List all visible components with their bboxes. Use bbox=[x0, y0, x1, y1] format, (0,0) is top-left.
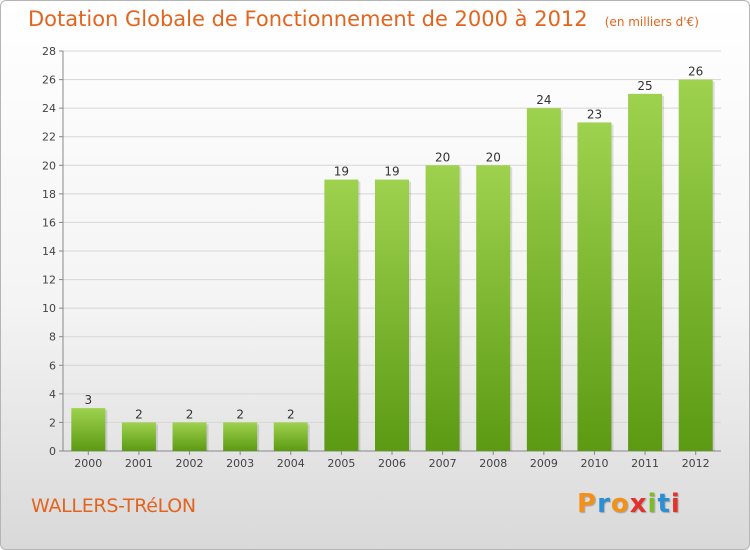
unit-note: (en milliers d'€) bbox=[604, 15, 699, 29]
y-tick-label: 2 bbox=[49, 416, 56, 429]
proxiti-logo[interactable]: Proxiti bbox=[577, 489, 681, 519]
bars bbox=[71, 79, 715, 452]
bar-2012 bbox=[678, 79, 713, 452]
logo-letter: P bbox=[577, 489, 598, 519]
data-label-2011: 25 bbox=[637, 79, 652, 93]
data-label-2001: 2 bbox=[135, 407, 143, 421]
x-tick-label-2005: 2005 bbox=[327, 457, 355, 470]
data-label-2007: 20 bbox=[435, 150, 450, 164]
y-tick-label: 26 bbox=[42, 74, 56, 87]
bar-2010 bbox=[577, 122, 612, 451]
data-labels: 3 2 2 2 2 19 19 20 20 24 23 25 26 bbox=[84, 65, 703, 422]
data-label-2006: 19 bbox=[384, 165, 399, 179]
bar-2004 bbox=[273, 422, 308, 451]
data-label-2002: 2 bbox=[186, 407, 194, 421]
y-tick-label: 28 bbox=[42, 45, 56, 58]
bar-2006 bbox=[375, 179, 409, 452]
x-tick-label-2007: 2007 bbox=[429, 457, 457, 470]
bar-2001 bbox=[121, 422, 156, 451]
bar-2002 bbox=[172, 422, 207, 451]
logo-letter: i bbox=[647, 489, 658, 519]
bar-2003 bbox=[223, 422, 258, 451]
y-tick-label: 16 bbox=[42, 216, 56, 229]
chart-title: Dotation Globale de Fonctionnement de 20… bbox=[28, 7, 699, 31]
x-tick-label-2011: 2011 bbox=[631, 457, 659, 470]
y-tick-label: 20 bbox=[42, 159, 56, 172]
data-label-2012: 26 bbox=[688, 65, 703, 79]
y-tick-label: 4 bbox=[49, 388, 56, 401]
data-label-2000: 3 bbox=[84, 393, 92, 407]
x-tick-label-2010: 2010 bbox=[580, 457, 608, 470]
bar-2007 bbox=[425, 165, 460, 452]
x-tick-label-2001: 2001 bbox=[125, 457, 153, 470]
logo-letter: t bbox=[657, 489, 671, 519]
x-tick-label-2012: 2012 bbox=[682, 457, 710, 470]
x-tick-label-2008: 2008 bbox=[479, 457, 507, 470]
y-tick-label: 22 bbox=[42, 131, 56, 144]
y-tick-label: 14 bbox=[42, 245, 56, 258]
x-tick-label-2003: 2003 bbox=[226, 457, 254, 470]
y-tick-label: 18 bbox=[42, 188, 56, 201]
x-tick-label-2009: 2009 bbox=[530, 457, 558, 470]
title-text: Dotation Globale de Fonctionnement de 20… bbox=[28, 7, 588, 31]
logo-letter: x bbox=[629, 489, 648, 519]
bar-2005 bbox=[324, 179, 359, 452]
bar-2000 bbox=[71, 408, 106, 451]
x-tick-label-2002: 2002 bbox=[176, 457, 204, 470]
bar-2009 bbox=[526, 108, 561, 452]
data-label-2010: 23 bbox=[587, 107, 602, 121]
data-label-2009: 24 bbox=[536, 93, 551, 107]
logo-letter: o bbox=[610, 489, 630, 519]
data-label-2004: 2 bbox=[287, 407, 295, 421]
bar-2011 bbox=[628, 93, 663, 451]
commune-name: WALLERS-TRéLON bbox=[31, 495, 196, 517]
data-label-2005: 19 bbox=[334, 165, 349, 179]
y-tick-label: 10 bbox=[42, 302, 56, 315]
y-tick-label: 0 bbox=[49, 445, 56, 458]
y-tick-label: 6 bbox=[49, 359, 56, 372]
x-tick-label-2006: 2006 bbox=[378, 457, 406, 470]
x-tick-label-2004: 2004 bbox=[277, 457, 305, 470]
data-label-2003: 2 bbox=[236, 407, 244, 421]
logo-letter: r bbox=[597, 489, 611, 519]
logo-letter: i bbox=[670, 489, 681, 519]
x-tick-label-2000: 2000 bbox=[74, 457, 102, 470]
y-tick-label: 8 bbox=[49, 331, 56, 344]
bar-2008 bbox=[476, 165, 511, 452]
y-tick-label: 24 bbox=[42, 102, 56, 115]
y-tick-label: 12 bbox=[42, 274, 56, 287]
data-label-2008: 20 bbox=[486, 150, 501, 164]
